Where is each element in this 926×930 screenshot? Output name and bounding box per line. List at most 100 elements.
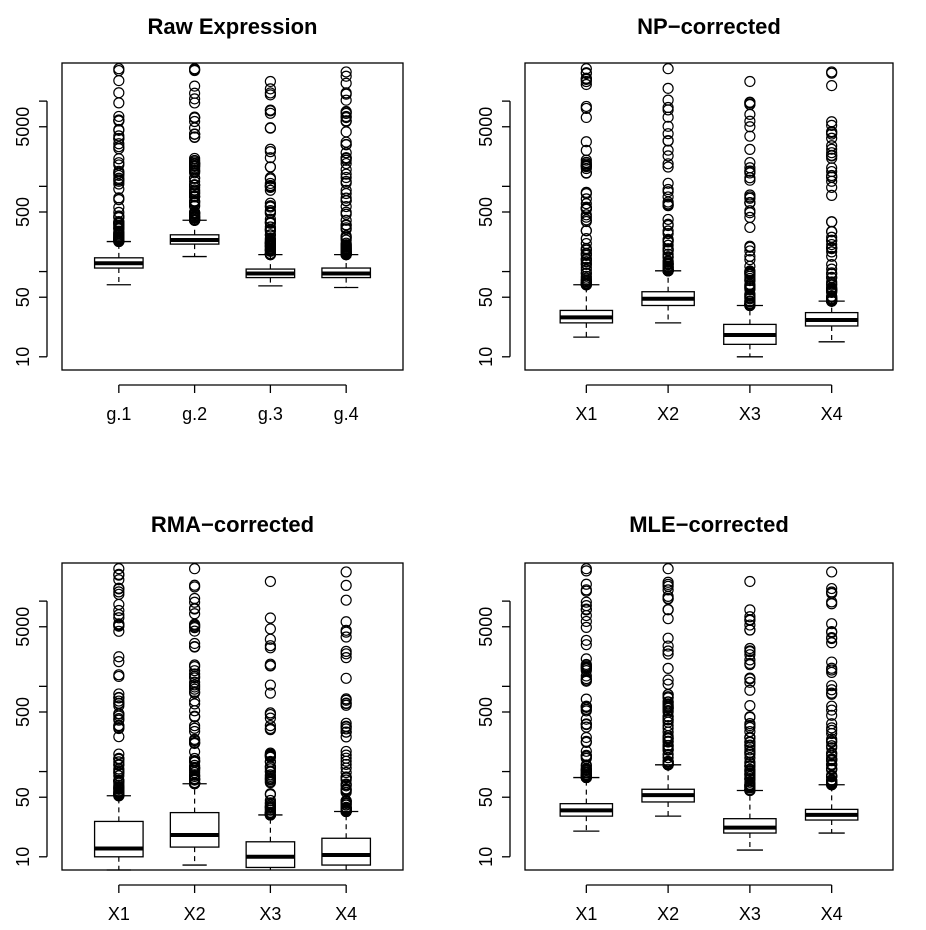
- outlier-point: [826, 777, 838, 789]
- outlier-point: [340, 200, 352, 213]
- outlier-point: [826, 736, 838, 748]
- outliers: [340, 66, 352, 261]
- x-tick-label: g.4: [334, 404, 359, 424]
- outlier-point: [340, 88, 352, 100]
- outlier-point: [580, 214, 592, 226]
- box-X2: [641, 563, 695, 817]
- outlier-point: [113, 731, 125, 743]
- outlier-point: [662, 648, 674, 660]
- outlier-point: [340, 624, 352, 636]
- box-g.1: [93, 63, 144, 286]
- outlier-point: [264, 720, 276, 732]
- outlier-point: [580, 78, 592, 91]
- outlier-point: [189, 191, 201, 203]
- outlier-point: [189, 711, 201, 723]
- outlier-point: [580, 615, 592, 628]
- outlier-point: [662, 736, 674, 748]
- outlier-point: [744, 130, 756, 142]
- outlier-point: [662, 604, 674, 616]
- outliers: [826, 566, 838, 791]
- outlier-point: [580, 675, 592, 687]
- outlier-point: [744, 642, 756, 655]
- y-tick-label: 500: [476, 697, 496, 727]
- outlier-point: [189, 128, 201, 140]
- outlier-point: [340, 171, 352, 184]
- outlier-point: [113, 232, 125, 244]
- chart-title: NP−corrected: [637, 14, 781, 39]
- outlier-point: [340, 138, 352, 151]
- outlier-point: [264, 809, 276, 821]
- outlier-point: [662, 233, 674, 245]
- outlier-point: [826, 165, 838, 178]
- chart-panel-2: NP−corrected 10 50 500 5000 X1 X2 X3 X4: [476, 14, 894, 424]
- y-tick-label: 5000: [476, 607, 496, 647]
- outlier-point: [744, 672, 756, 684]
- y-tick-label: 10: [476, 347, 496, 367]
- outlier-point: [826, 566, 838, 578]
- outlier-point: [662, 158, 674, 170]
- outlier-point: [744, 776, 756, 788]
- outliers: [264, 575, 276, 821]
- outlier-point: [340, 136, 352, 148]
- x-tick-label: X2: [184, 904, 206, 924]
- outlier-point: [264, 777, 276, 789]
- outlier-point: [662, 191, 674, 203]
- outlier-point: [580, 249, 592, 261]
- outlier-point: [744, 267, 756, 279]
- outlier-point: [113, 563, 125, 575]
- outlier-point: [744, 619, 756, 631]
- outlier-point: [826, 162, 838, 174]
- outlier-point: [744, 725, 756, 738]
- x-tick-label: X3: [259, 904, 281, 924]
- outlier-point: [113, 183, 125, 195]
- x-tick-label: X2: [657, 904, 679, 924]
- x-tick-label: X1: [108, 904, 130, 924]
- box-iqr: [93, 820, 144, 858]
- box-X4: [804, 66, 859, 343]
- outlier-point: [580, 253, 592, 265]
- outlier-point: [662, 82, 674, 94]
- outlier-point: [744, 760, 756, 772]
- outlier-point: [189, 625, 201, 637]
- outlier-point: [113, 756, 125, 768]
- outlier-point: [662, 674, 674, 686]
- outlier-point: [744, 748, 756, 761]
- outlier-point: [264, 623, 276, 635]
- outlier-point: [662, 239, 674, 251]
- outlier-point: [662, 662, 674, 674]
- box-X2: [641, 63, 695, 324]
- outliers: [264, 75, 276, 261]
- outliers: [580, 63, 592, 291]
- outlier-point: [662, 225, 674, 237]
- outlier-point: [264, 180, 276, 193]
- box-iqr: [321, 837, 372, 866]
- outlier-point: [662, 243, 674, 255]
- outlier-point: [580, 634, 592, 646]
- outlier-point: [744, 162, 756, 174]
- outlier-point: [113, 783, 125, 795]
- outlier-point: [744, 784, 756, 797]
- outlier-point: [340, 749, 352, 761]
- outlier-point: [826, 750, 838, 762]
- outlier-point: [189, 770, 201, 782]
- outlier-point: [113, 775, 125, 788]
- outlier-point: [189, 563, 201, 575]
- outlier-point: [189, 579, 201, 591]
- outlier-point: [662, 150, 674, 162]
- outlier-point: [189, 722, 201, 734]
- outlier-point: [580, 672, 592, 685]
- outlier-point: [340, 214, 352, 226]
- outlier-point: [662, 584, 674, 596]
- outlier-point: [340, 717, 352, 729]
- outlier-point: [826, 259, 838, 271]
- outlier-point: [264, 575, 276, 588]
- outlier-point: [189, 157, 201, 170]
- outlier-point: [189, 164, 201, 176]
- outlier-point: [662, 699, 674, 711]
- outlier-point: [340, 94, 352, 106]
- outlier-point: [662, 101, 674, 114]
- outlier-point: [580, 700, 592, 713]
- outlier-point: [662, 135, 674, 147]
- outlier-point: [113, 656, 125, 668]
- outlier-point: [826, 242, 838, 254]
